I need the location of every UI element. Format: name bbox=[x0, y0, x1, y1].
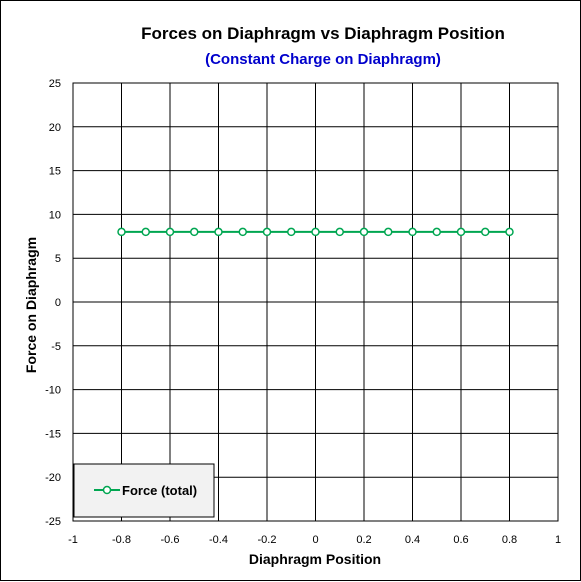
y-tick-label: -5 bbox=[51, 341, 61, 353]
x-tick-label: 0.6 bbox=[453, 534, 468, 546]
x-tick-label: -1 bbox=[68, 534, 78, 546]
x-tick-label: 1 bbox=[555, 534, 561, 546]
data-point bbox=[384, 227, 393, 237]
data-point bbox=[456, 227, 466, 237]
x-tick-label: -0.8 bbox=[112, 534, 131, 546]
legend-marker-swatch bbox=[102, 485, 112, 495]
data-point bbox=[214, 227, 223, 237]
data-point bbox=[505, 227, 514, 237]
data-point bbox=[165, 227, 175, 237]
x-axis-title: Diaphragm Position bbox=[249, 551, 381, 567]
y-tick-label: -10 bbox=[45, 385, 61, 397]
y-tick-label: -20 bbox=[45, 472, 61, 484]
data-point bbox=[432, 227, 441, 237]
x-tick-label: -0.6 bbox=[161, 534, 180, 546]
data-point bbox=[238, 227, 247, 237]
x-tick-label: 0.4 bbox=[405, 534, 420, 546]
x-tick-label: -0.2 bbox=[258, 534, 277, 546]
y-tick-label: 0 bbox=[55, 297, 61, 309]
y-tick-label: 10 bbox=[49, 209, 61, 221]
y-tick-label: 20 bbox=[49, 122, 61, 134]
legend-label: Force (total) bbox=[122, 483, 197, 498]
y-tick-label: 25 bbox=[49, 78, 61, 90]
y-tick-label: 5 bbox=[55, 253, 61, 265]
x-tick-label: 0.2 bbox=[356, 534, 371, 546]
data-point bbox=[335, 227, 344, 237]
x-tick-label: -0.4 bbox=[209, 534, 228, 546]
chart-subtitle: (Constant Charge on Diaphragm) bbox=[205, 51, 441, 68]
data-point bbox=[408, 227, 417, 237]
y-tick-label: -15 bbox=[45, 428, 61, 440]
x-tick-label: 0.8 bbox=[502, 534, 517, 546]
x-tick-labels: -1 -0.8 -0.6 -0.4 -0.2 0 0.2 0.4 0.6 0.8 1 bbox=[68, 534, 561, 546]
data-point bbox=[117, 227, 126, 237]
data-point bbox=[359, 227, 369, 237]
data-point bbox=[311, 227, 320, 237]
series-layer bbox=[117, 227, 514, 237]
legend: Force (total) bbox=[73, 463, 215, 518]
y-tick-labels: 25 20 15 10 5 0 -5 -10 -15 -20 -25 bbox=[45, 78, 61, 528]
plot-border bbox=[72, 82, 559, 522]
y-tick-label: 15 bbox=[49, 166, 61, 178]
plot-area bbox=[72, 82, 559, 522]
data-point bbox=[262, 227, 272, 237]
y-axis-title: Force on Diaphragm bbox=[23, 237, 39, 373]
data-point bbox=[190, 227, 199, 237]
data-point bbox=[141, 227, 150, 237]
data-point bbox=[481, 227, 490, 237]
data-point bbox=[287, 227, 296, 237]
y-tick-label: -25 bbox=[45, 516, 61, 528]
chart-title: Forces on Diaphragm vs Diaphragm Positio… bbox=[141, 24, 505, 43]
x-tick-label: 0 bbox=[312, 534, 318, 546]
